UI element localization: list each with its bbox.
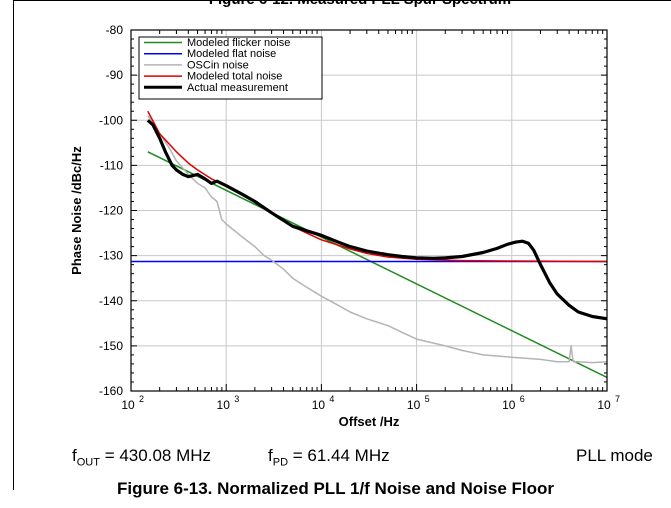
y-tick-label: -120 bbox=[99, 204, 123, 218]
fout-value: = 430.08 MHz bbox=[104, 446, 212, 465]
fpd-value: = 61.44 MHz bbox=[292, 446, 390, 465]
series-oscin-noise bbox=[147, 115, 607, 364]
x-tick-label: 10 bbox=[407, 398, 421, 412]
y-axis-label: Phase Noise /dBc/Hz bbox=[69, 146, 84, 275]
series-group bbox=[131, 110, 607, 379]
chart-series-layer bbox=[131, 110, 607, 379]
x-tick-exponent: 6 bbox=[520, 394, 525, 404]
series-actual-measurement bbox=[146, 119, 607, 321]
y-tick-label: -80 bbox=[106, 23, 124, 37]
x-tick-exponent: 7 bbox=[615, 394, 620, 404]
series-modeled-flicker-noise bbox=[147, 151, 607, 379]
legend-label: Actual measurement bbox=[187, 82, 288, 94]
fout-subscript: OUT bbox=[76, 456, 100, 469]
y-tick-label: -130 bbox=[99, 249, 123, 263]
y-tick-label: -150 bbox=[99, 339, 123, 353]
x-tick-label: 10 bbox=[597, 398, 611, 412]
fpd-symbol: f bbox=[268, 446, 273, 465]
x-tick-label: 10 bbox=[312, 398, 326, 412]
y-tick-label: -100 bbox=[99, 113, 123, 127]
chart-axis-ticks: 10 2 10 3 10 4 10 5 10 6 10 7-80-90-100-110-120-130… bbox=[99, 23, 620, 412]
frame-top-border bbox=[13, 0, 671, 1]
fpd-condition: fPD = 61.44 MHz bbox=[268, 446, 390, 468]
x-tick-label: 10 bbox=[121, 398, 135, 412]
fout-symbol: f bbox=[72, 446, 77, 465]
mode-label: PLL mode bbox=[576, 446, 653, 465]
x-tick-label: 10 bbox=[217, 398, 231, 412]
y-tick-label: -160 bbox=[99, 384, 123, 398]
previous-figure-title: Figure 6-12. Measured PLL Spur Spectrum bbox=[80, 0, 640, 8]
x-axis-label: Offset /Hz bbox=[339, 414, 400, 429]
y-tick-label: -140 bbox=[99, 294, 123, 308]
phase-noise-chart: 10 2 10 3 10 4 10 5 10 6 10 7-80-90-100-110-120-130… bbox=[69, 23, 620, 429]
x-tick-label: 10 bbox=[502, 398, 516, 412]
frame-left-border bbox=[13, 0, 14, 490]
x-tick-exponent: 5 bbox=[425, 394, 430, 404]
legend-label: Modeled total noise bbox=[187, 71, 282, 83]
x-tick-exponent: 3 bbox=[234, 394, 239, 404]
x-tick-exponent: 2 bbox=[139, 394, 144, 404]
legend-label: Modeled flicker noise bbox=[187, 37, 290, 49]
fout-condition: fOUT = 430.08 MHz bbox=[72, 446, 211, 468]
y-tick-label: -90 bbox=[106, 68, 124, 82]
fpd-subscript: PD bbox=[272, 456, 289, 469]
y-tick-label: -110 bbox=[100, 158, 123, 172]
figure-caption: Figure 6-13. Normalized PLL 1/f Noise an… bbox=[116, 479, 555, 498]
x-tick-exponent: 4 bbox=[329, 394, 334, 404]
legend-label: OSCin noise bbox=[187, 59, 249, 71]
legend-label: Modeled flat noise bbox=[187, 48, 276, 60]
